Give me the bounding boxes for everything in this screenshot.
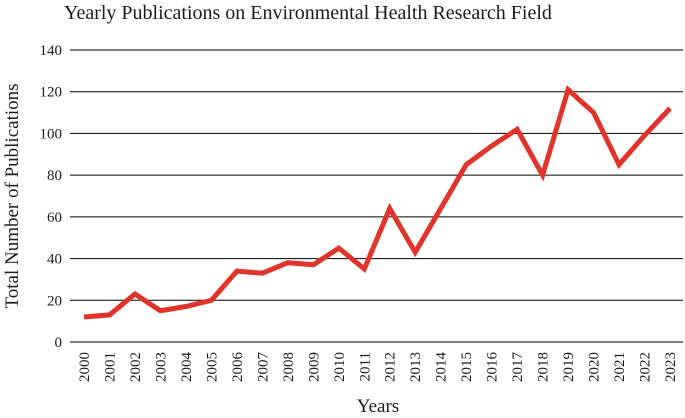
series-layer: [83, 85, 672, 320]
y-tick-label: 100: [40, 126, 63, 142]
x-tick-label: 2022: [638, 352, 654, 382]
x-tick-label: 2009: [306, 352, 322, 382]
y-tick-label: 140: [40, 43, 63, 59]
x-tick-label: 2010: [332, 352, 348, 382]
chart-title: Yearly Publications on Environmental Hea…: [64, 2, 552, 24]
x-tick-label: 2017: [510, 352, 526, 383]
y-tick-label: 60: [47, 210, 62, 226]
x-tick-label: 2015: [459, 352, 475, 382]
x-tick-label: 2016: [485, 352, 501, 383]
x-tick-label: 2003: [153, 352, 169, 382]
x-tick-label: 2023: [663, 352, 679, 382]
x-tick-label: 2018: [536, 352, 552, 382]
y-tick-label: 20: [47, 293, 62, 309]
x-axis-ticks: 2000 2001 2002 2003 2004 2005 2006 2007 2008 2009…: [77, 352, 679, 383]
x-tick-label: 2002: [128, 352, 144, 382]
x-tick-label: 2006: [230, 352, 246, 383]
x-tick-label: 2019: [561, 352, 577, 382]
x-tick-label: 2021: [612, 352, 628, 382]
y-tick-label: 40: [47, 252, 62, 268]
y-tick-label: 120: [40, 85, 63, 101]
y-tick-label: 0: [55, 335, 63, 351]
x-tick-label: 2004: [179, 352, 195, 383]
x-tick-label: 2011: [357, 352, 373, 381]
y-axis-title: Total Number of Publications: [2, 83, 23, 308]
series-line-0: [83, 85, 672, 320]
x-tick-label: 2008: [281, 352, 297, 382]
x-axis-title: Years: [357, 396, 399, 417]
x-tick-label: 2000: [77, 352, 93, 382]
y-axis-ticks: 0 20 40 60 80 100 120 140: [40, 43, 63, 351]
y-tick-label: 80: [47, 168, 62, 184]
gridlines: [70, 49, 683, 343]
x-tick-label: 2013: [408, 352, 424, 382]
x-tick-label: 2001: [102, 352, 118, 382]
x-tick-label: 2020: [587, 352, 603, 382]
x-tick-label: 2007: [255, 352, 271, 383]
x-tick-label: 2005: [204, 352, 220, 382]
x-tick-label: 2014: [434, 352, 450, 383]
x-tick-label: 2012: [383, 352, 399, 382]
